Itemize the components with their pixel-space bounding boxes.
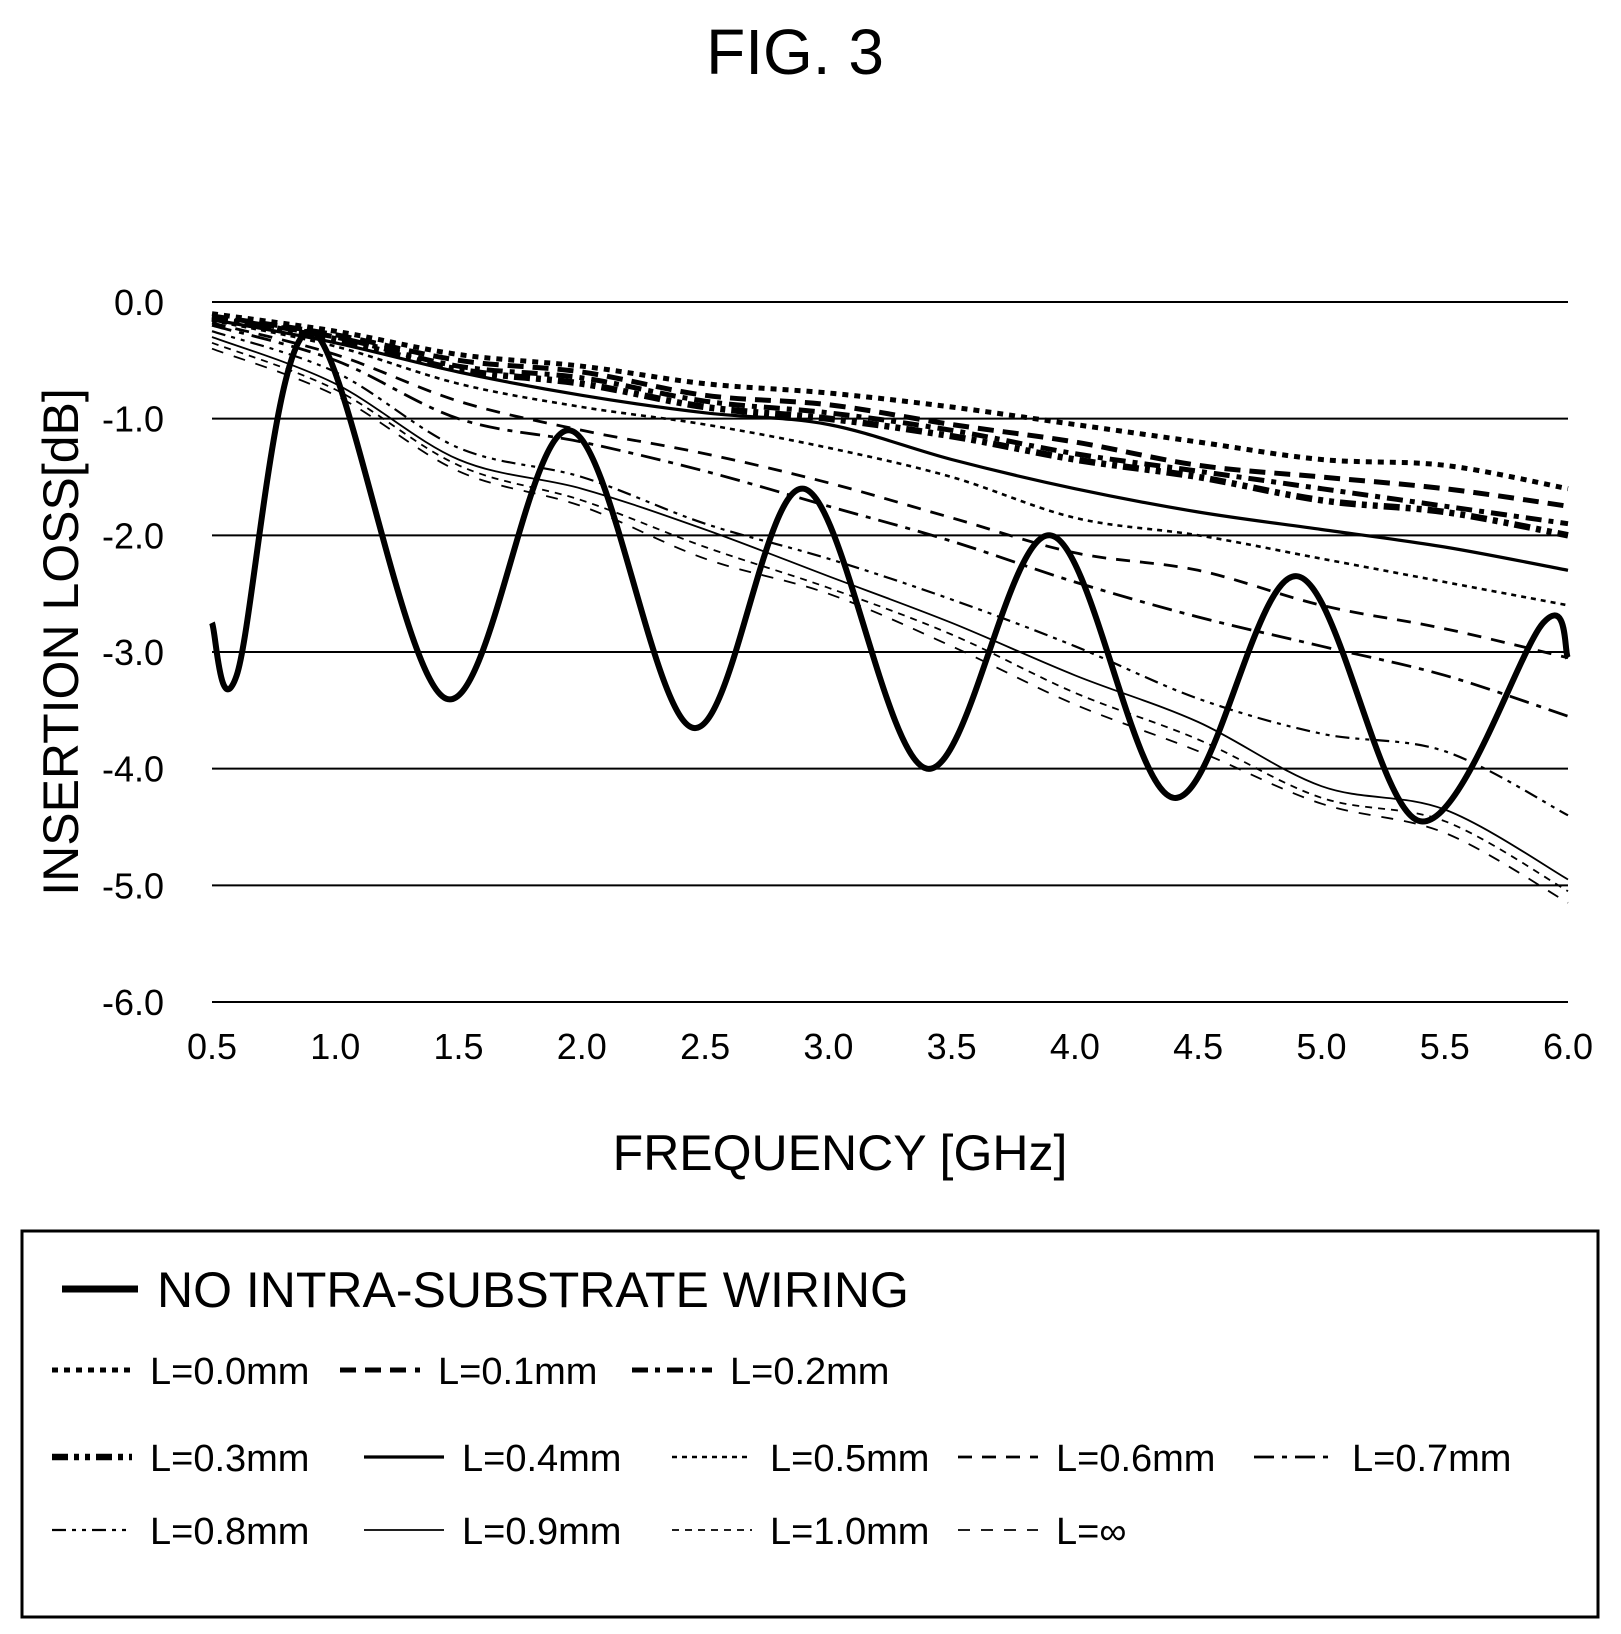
legend-entries: L=0.0mm L=0.1mm L=0.2mm L=0.3mm L=0.4mm L=0.5… xyxy=(52,1351,1511,1553)
y-axis-title: INSERTION LOSS[dB] xyxy=(33,388,89,896)
x-tick-label: 5.0 xyxy=(1296,1026,1346,1067)
x-tick-label: 1.5 xyxy=(434,1026,484,1067)
series-line-no-intra-substrate-wiring xyxy=(209,328,1571,825)
x-tick-label: 4.5 xyxy=(1173,1026,1223,1067)
x-axis-tick-labels: 0.5 1.0 1.5 2.0 2.5 3.0 3.5 4.0 4.5 5.0 5.5 6.0 xyxy=(187,1026,1593,1067)
legend-label-l-0-0mm: L=0.0mm xyxy=(150,1351,309,1393)
series-line-l-0-0mm xyxy=(211,311,1569,492)
series-line-l-1-0mm xyxy=(211,341,1569,892)
legend: NO INTRA-SUBSTRATE WIRING L=0.0mm L=0.1mm… xyxy=(20,1229,1600,1619)
legend-label-l-0-6mm: L=0.6mm xyxy=(1056,1438,1215,1480)
series-line-l-0-8mm xyxy=(211,330,1569,817)
series-line-l-0-5mm xyxy=(211,319,1569,607)
x-tick-label: 4.0 xyxy=(1050,1026,1100,1067)
horizontal-gridlines xyxy=(212,301,1568,1003)
legend-label-l-0-4mm: L=0.4mm xyxy=(462,1438,621,1480)
legend-label-main: NO INTRA-SUBSTRATE WIRING xyxy=(157,1262,909,1318)
legend-label-l-0-3mm: L=0.3mm xyxy=(150,1438,309,1480)
y-tick-label: -1.0 xyxy=(102,399,164,440)
y-tick-label: 0.0 xyxy=(114,282,164,323)
series-line-l-0-6mm xyxy=(211,321,1569,660)
figure-label: FIG. 3 xyxy=(706,16,884,88)
x-tick-label: 2.5 xyxy=(680,1026,730,1067)
legend-label-l-0-2mm: L=0.2mm xyxy=(730,1351,889,1393)
y-tick-label: -6.0 xyxy=(102,982,164,1023)
legend-label-l-0-9mm: L=0.9mm xyxy=(462,1511,621,1553)
x-tick-label: 1.0 xyxy=(310,1026,360,1067)
legend-label-l-0-7mm: L=0.7mm xyxy=(1352,1438,1511,1480)
legend-label-l-infinity: L=∞ xyxy=(1056,1511,1126,1553)
x-tick-label: 3.0 xyxy=(803,1026,853,1067)
legend-label-l-0-1mm: L=0.1mm xyxy=(438,1351,597,1393)
y-tick-label: -2.0 xyxy=(102,515,164,556)
x-tick-label: 0.5 xyxy=(187,1026,237,1067)
series-line-l-0-7mm xyxy=(211,323,1569,718)
x-tick-label: 5.5 xyxy=(1420,1026,1470,1067)
y-tick-label: -4.0 xyxy=(102,749,164,790)
series-line-l-0-1mm xyxy=(211,313,1569,509)
y-axis-tick-labels: 0.0 -1.0 -2.0 -3.0 -4.0 -5.0 -6.0 xyxy=(102,282,164,1023)
series-line-l-0-9mm xyxy=(211,336,1569,881)
y-tick-label: -3.0 xyxy=(102,632,164,673)
legend-label-l-0-5mm: L=0.5mm xyxy=(770,1438,929,1480)
legend-box xyxy=(20,1229,1600,1619)
series-line-l-0-2mm xyxy=(211,314,1569,527)
series-lines xyxy=(209,311,1571,904)
legend-label-l-0-8mm: L=0.8mm xyxy=(150,1511,309,1553)
y-tick-label: -5.0 xyxy=(102,865,164,906)
x-tick-label: 6.0 xyxy=(1543,1026,1593,1067)
x-axis-title: FREQUENCY [GHz] xyxy=(613,1125,1068,1181)
legend-label-l-1-0mm: L=1.0mm xyxy=(770,1511,929,1553)
x-tick-label: 3.5 xyxy=(927,1026,977,1067)
x-tick-label: 2.0 xyxy=(557,1026,607,1067)
series-line-l-0-4mm xyxy=(211,317,1569,572)
series-line-l-infinity xyxy=(211,347,1569,904)
